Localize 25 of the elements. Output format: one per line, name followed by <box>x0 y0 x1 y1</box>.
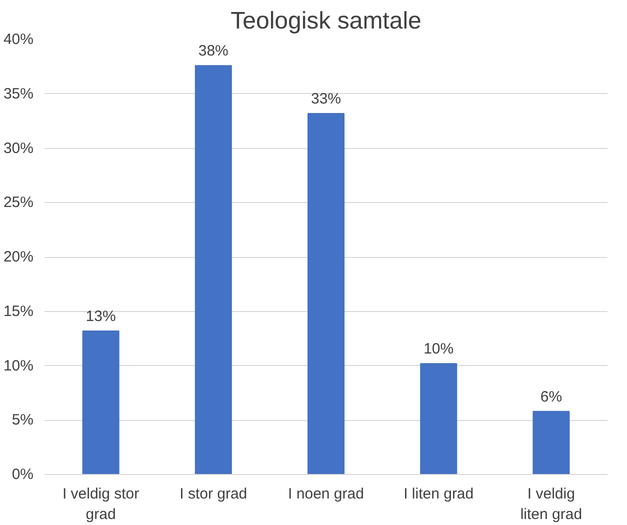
y-tick-label: 10% <box>3 357 34 374</box>
data-label: 38% <box>198 42 228 60</box>
bar <box>420 363 458 474</box>
y-tick-label: 0% <box>12 466 34 483</box>
x-tick-label: I noen grad <box>288 486 364 502</box>
x-tick-label: I stor grad <box>180 486 248 502</box>
y-tick-label: 20% <box>3 248 34 266</box>
y-tick-label: 25% <box>3 194 34 212</box>
bar <box>194 65 232 474</box>
x-tick-label: I veldig stor grad <box>62 486 140 523</box>
y-tick-label: 5% <box>12 412 34 429</box>
x-tick-label: I veldig liten grad <box>520 486 582 523</box>
x-tick-label: I liten grad <box>404 486 474 502</box>
data-label: 13% <box>86 308 116 325</box>
data-label: 6% <box>540 388 562 406</box>
chart-title: Teologisk samtale <box>230 8 422 34</box>
y-tick-label: 30% <box>3 140 34 157</box>
bar <box>307 112 345 474</box>
bar <box>82 330 120 474</box>
data-label: 33% <box>310 90 342 108</box>
data-label: 10% <box>424 340 454 358</box>
bar <box>532 410 570 474</box>
y-tick-label: 40% <box>3 31 34 48</box>
y-tick-label: 35% <box>3 85 34 102</box>
y-tick-label: 15% <box>3 302 34 320</box>
